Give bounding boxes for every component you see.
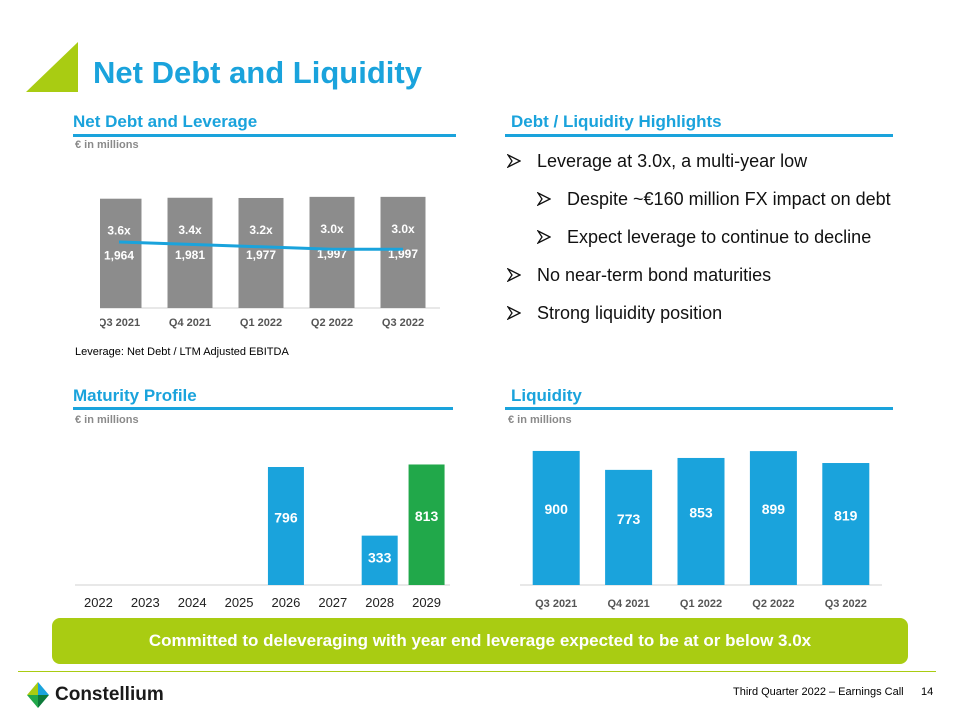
highlights-section-title: Debt / Liquidity Highlights xyxy=(511,112,722,131)
highlight-item: No near-term bond maturities xyxy=(506,264,772,286)
liquidity-bar xyxy=(677,457,725,585)
category-label: Q4 2021 xyxy=(607,598,649,610)
category-label: Q4 2021 xyxy=(169,317,211,329)
bar-value-label: 333 xyxy=(368,549,392,565)
category-label: Q2 2022 xyxy=(752,598,794,610)
liquidity-bar xyxy=(822,463,870,585)
leverage-label: 3.4x xyxy=(178,223,202,237)
category-label: Q1 2022 xyxy=(680,598,722,610)
bar-value-label: 900 xyxy=(545,501,569,517)
bar-value-label: 773 xyxy=(617,511,641,527)
page-number: 14 xyxy=(921,686,934,698)
maturity-section-rule xyxy=(73,407,453,410)
liquidity-section-title: Liquidity xyxy=(511,386,582,405)
net-debt-value-label: 1,981 xyxy=(175,248,205,262)
liquidity-bar xyxy=(749,451,797,585)
category-label: 2022 xyxy=(84,595,113,610)
net-debt-bar xyxy=(167,197,213,308)
category-label: Q3 2021 xyxy=(100,317,140,329)
bar-value-label: 899 xyxy=(762,501,786,517)
liquidity-bar xyxy=(605,469,653,585)
highlights-section-rule xyxy=(505,134,893,137)
maturity-bar xyxy=(361,535,398,585)
category-label: Q3 2022 xyxy=(825,598,867,610)
highlight-item: Strong liquidity position xyxy=(506,302,723,324)
category-label: 2028 xyxy=(365,595,394,610)
category-label: Q2 2022 xyxy=(311,317,353,329)
arrow-bullet-icon xyxy=(536,229,552,245)
arrow-bullet-icon xyxy=(506,305,522,321)
net-debt-section-title: Net Debt and Leverage xyxy=(73,112,258,131)
net-debt-bar xyxy=(100,198,142,308)
category-label: Q3 2021 xyxy=(535,598,577,610)
constellium-logo-icon xyxy=(27,682,49,708)
bar-value-label: 819 xyxy=(834,507,858,523)
logo-wordmark: Constellium xyxy=(55,684,164,705)
highlight-item: Leverage at 3.0x, a multi-year low xyxy=(506,150,808,172)
highlight-text: Leverage at 3.0x, a multi-year low xyxy=(537,150,808,171)
leverage-label: 3.0x xyxy=(391,222,415,236)
highlight-text: Despite ~€160 million FX impact on debt xyxy=(567,188,891,209)
liquidity-section-rule xyxy=(505,407,893,410)
footer-divider xyxy=(18,671,936,672)
leverage-label: 3.6x xyxy=(107,224,131,238)
highlight-text: Expect leverage to continue to decline xyxy=(567,226,872,247)
leverage-label: 3.0x xyxy=(320,222,344,236)
net-debt-bar xyxy=(380,196,426,308)
title-triangle-icon xyxy=(26,42,78,92)
liquidity-unit: € in millions xyxy=(508,414,572,426)
category-label: 2023 xyxy=(131,595,160,610)
maturity-section-title: Maturity Profile xyxy=(73,386,197,405)
category-label: Q3 2022 xyxy=(382,317,424,329)
maturity-chart: 2022 2023 2024 2025 796 2026 2027 333 2028 813 202… xyxy=(75,464,450,610)
bar-value-label: 853 xyxy=(689,505,713,521)
category-label: 2029 xyxy=(412,595,441,610)
arrow-bullet-icon xyxy=(506,267,522,283)
leverage-footnote: Leverage: Net Debt / LTM Adjusted EBITDA xyxy=(75,346,289,358)
highlight-text: Strong liquidity position xyxy=(537,302,723,323)
category-label: 2027 xyxy=(318,595,347,610)
net-debt-chart: 3.6x 1,964 Q3 2021 3.4x 1,981 Q4 2021 3.2x 1,97… xyxy=(100,196,440,329)
highlight-item: Despite ~€160 million FX impact on debt xyxy=(536,188,891,210)
net-debt-bar xyxy=(309,196,355,308)
category-label: 2025 xyxy=(225,595,254,610)
arrow-bullet-icon xyxy=(506,153,522,169)
bar-value-label: 796 xyxy=(274,510,298,526)
liquidity-bar xyxy=(532,450,580,585)
net-debt-value-label: 1,977 xyxy=(246,248,276,262)
net-debt-bar xyxy=(238,197,284,308)
bar-value-label: 813 xyxy=(415,508,439,524)
highlight-item: Expect leverage to continue to decline xyxy=(536,226,872,248)
maturity-unit: € in millions xyxy=(75,414,139,426)
page-title: Net Debt and Liquidity xyxy=(93,55,422,90)
category-label: 2024 xyxy=(178,595,207,610)
highlight-text: No near-term bond maturities xyxy=(537,264,772,285)
arrow-bullet-icon xyxy=(536,191,552,207)
leverage-line xyxy=(118,240,403,251)
net-debt-section-rule xyxy=(73,134,456,137)
liquidity-chart: 900 Q3 2021 773 Q4 2021 853 Q1 2022 899 Q2 2022… xyxy=(520,450,882,610)
maturity-bar xyxy=(267,467,304,585)
net-debt-value-label: 1,964 xyxy=(104,249,134,263)
deleveraging-banner: Committed to deleveraging with year end … xyxy=(52,618,908,664)
net-debt-unit: € in millions xyxy=(75,139,139,151)
maturity-bar xyxy=(408,464,445,585)
category-label: Q1 2022 xyxy=(240,317,282,329)
footer-event: Third Quarter 2022 – Earnings Call xyxy=(733,686,904,698)
leverage-label: 3.2x xyxy=(249,223,273,237)
category-label: 2026 xyxy=(271,595,300,610)
